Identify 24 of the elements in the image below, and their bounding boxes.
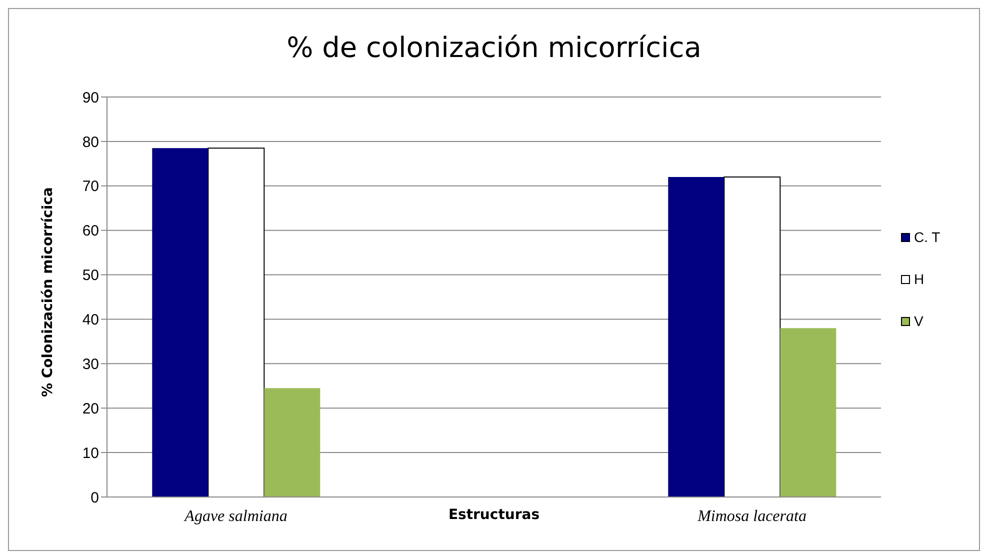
- legend-label: H: [914, 271, 924, 287]
- y-tick-label: 20: [82, 400, 99, 418]
- y-axis-title: % Colonización micorrícica: [40, 187, 56, 397]
- bar: [780, 328, 836, 497]
- y-tick-label: 10: [82, 444, 99, 462]
- y-tick-label: 60: [82, 222, 99, 240]
- chart-title: % de colonización micorrícica: [286, 31, 702, 64]
- bar: [208, 148, 265, 497]
- x-tick-label: Agave salmiana: [184, 508, 288, 525]
- y-tick-label: 80: [82, 134, 99, 151]
- y-tick-label: 30: [82, 356, 99, 373]
- y-tick-label: 70: [82, 178, 99, 196]
- legend-label: V: [914, 313, 924, 329]
- bar: [264, 388, 320, 497]
- y-tick-label: 90: [82, 89, 99, 106]
- y-tick-label: 50: [82, 267, 99, 284]
- y-tick-label: 40: [82, 312, 99, 329]
- x-tick-label: Mimosa lacerata: [696, 508, 806, 525]
- bar: [152, 148, 208, 497]
- legend-label: C. T: [914, 229, 940, 245]
- bar: [724, 176, 781, 497]
- y-tick-label: 0: [90, 489, 99, 506]
- x-axis-title: Estructuras: [448, 507, 540, 523]
- bar: [668, 177, 724, 497]
